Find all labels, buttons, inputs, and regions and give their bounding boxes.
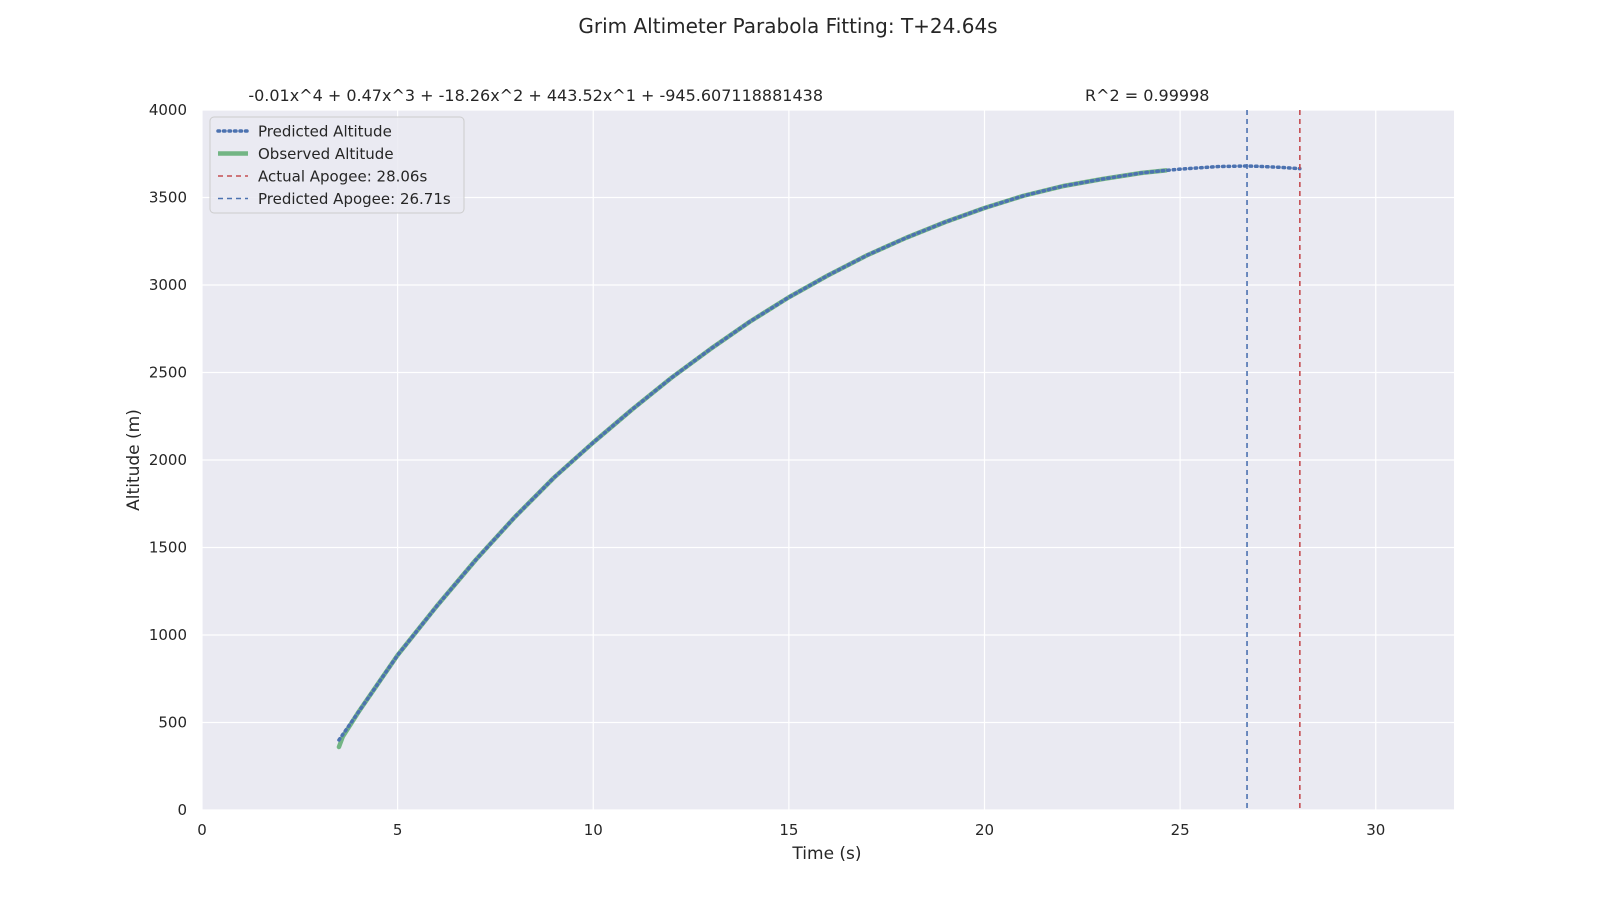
y-tick-label: 1500 — [149, 539, 187, 557]
chart-subtitle-equation: -0.01x^4 + 0.47x^3 + -18.26x^2 + 443.52x… — [248, 86, 823, 105]
legend-label: Predicted Apogee: 26.71s — [258, 190, 451, 208]
x-tick-label: 5 — [393, 821, 403, 839]
y-tick-label: 500 — [158, 714, 187, 732]
chart-subtitle-r2: R^2 = 0.99998 — [1085, 86, 1209, 105]
series-line-predicted-altitude — [337, 164, 1302, 742]
y-tick-label: 1000 — [149, 626, 187, 644]
x-tick-label: 15 — [779, 821, 798, 839]
legend-label: Predicted Altitude — [258, 123, 392, 141]
y-tick-label: 2000 — [149, 451, 187, 469]
y-tick-label: 4000 — [149, 101, 187, 119]
series-layer — [336, 164, 1302, 750]
x-tick-label: 0 — [197, 821, 207, 839]
y-tick-label: 3000 — [149, 276, 187, 294]
y-tick-label: 3500 — [149, 189, 187, 207]
y-axis-label: Altitude (m) — [124, 409, 144, 511]
y-tick-label: 0 — [177, 801, 187, 819]
x-tick-label: 25 — [1171, 821, 1190, 839]
legend: Predicted Altitude Observed Altitude Actua… — [209, 116, 465, 214]
legend-label: Actual Apogee: 28.06s — [258, 168, 427, 186]
y-tick-label: 2500 — [149, 364, 187, 382]
x-tick-label: 20 — [975, 821, 994, 839]
legend-label: Observed Altitude — [258, 145, 394, 163]
chart-title: Grim Altimeter Parabola Fitting: T+24.64… — [578, 14, 997, 38]
legend-box — [209, 116, 465, 214]
grid-layer — [201, 109, 1454, 811]
x-tick-label: 30 — [1366, 821, 1385, 839]
x-axis-label: Time (s) — [791, 844, 861, 864]
x-tick-label: 10 — [584, 821, 603, 839]
tick-layer: 0 5 10 15 20 25 30 0 500 1000 1500 2000 2500 3000 3500… — [149, 101, 1385, 839]
